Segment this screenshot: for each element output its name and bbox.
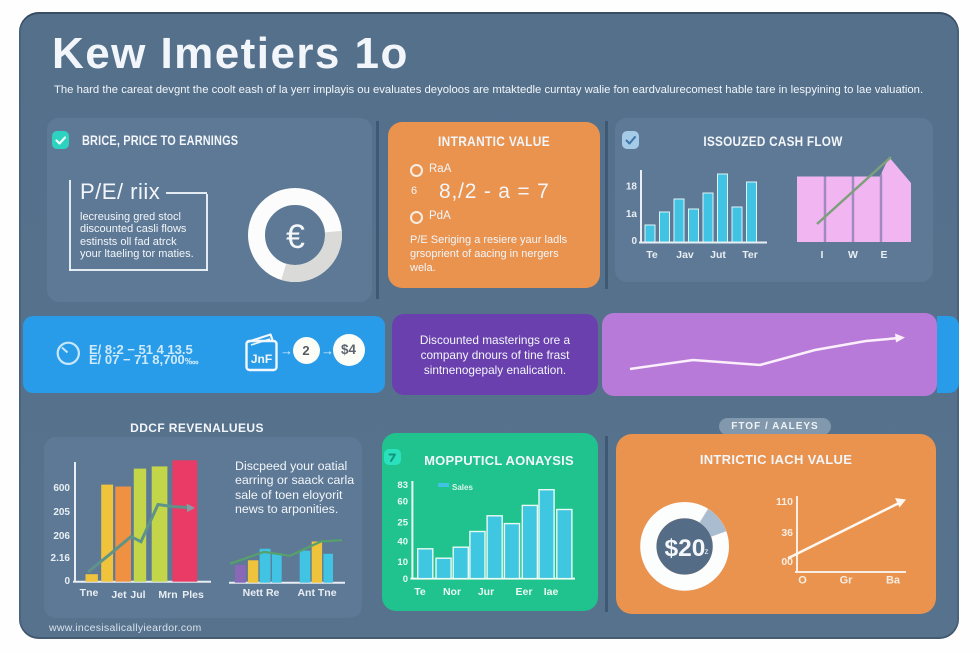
svg-text:205: 205 bbox=[53, 507, 70, 518]
svg-text:Jav: Jav bbox=[676, 249, 694, 261]
svg-text:36: 36 bbox=[781, 527, 793, 539]
svg-text:E: E bbox=[880, 249, 887, 261]
svg-text:Eer: Eer bbox=[516, 586, 533, 598]
svg-text:Ant Tne: Ant Tne bbox=[297, 587, 336, 599]
svg-text:JnF: JnF bbox=[251, 352, 272, 366]
svg-text:Nett Re: Nett Re bbox=[243, 587, 280, 599]
svg-text:1a: 1a bbox=[626, 209, 638, 220]
svg-text:110: 110 bbox=[776, 496, 793, 508]
svg-text:2.16: 2.16 bbox=[51, 553, 71, 564]
svg-text:0: 0 bbox=[631, 236, 637, 247]
svg-text:60: 60 bbox=[397, 497, 408, 508]
svg-text:Gr: Gr bbox=[840, 575, 854, 587]
svg-text:206: 206 bbox=[53, 531, 70, 542]
svg-text:Ba: Ba bbox=[886, 575, 901, 587]
svg-text:z: z bbox=[705, 547, 709, 556]
svg-text:0: 0 bbox=[64, 576, 70, 587]
svg-text:Jut: Jut bbox=[710, 249, 726, 261]
svg-text:Jul: Jul bbox=[130, 589, 145, 601]
svg-text:40: 40 bbox=[397, 537, 408, 548]
svg-text:00: 00 bbox=[781, 556, 793, 568]
svg-text:W: W bbox=[848, 249, 858, 261]
svg-text:10: 10 bbox=[397, 557, 408, 568]
svg-text:Te: Te bbox=[414, 586, 426, 598]
svg-text:Sales: Sales bbox=[452, 483, 473, 492]
svg-text:600: 600 bbox=[53, 483, 70, 494]
svg-text:Jur: Jur bbox=[478, 586, 494, 598]
svg-text:$20: $20 bbox=[665, 535, 706, 562]
svg-text:Iae: Iae bbox=[544, 586, 559, 598]
svg-text:O: O bbox=[798, 575, 807, 587]
svg-text:Tne: Tne bbox=[80, 587, 99, 599]
svg-text:Ter: Ter bbox=[742, 249, 758, 261]
svg-text:Nor: Nor bbox=[443, 586, 461, 598]
svg-text:€: € bbox=[286, 218, 305, 256]
svg-text:I: I bbox=[821, 249, 824, 261]
svg-text:Te: Te bbox=[646, 249, 658, 261]
svg-text:25: 25 bbox=[397, 518, 408, 529]
svg-text:83: 83 bbox=[397, 480, 408, 491]
svg-text:18: 18 bbox=[626, 182, 638, 193]
svg-text:Ples: Ples bbox=[182, 589, 204, 601]
svg-text:0: 0 bbox=[403, 574, 408, 585]
svg-text:Jet: Jet bbox=[111, 589, 127, 601]
svg-text:Mrn: Mrn bbox=[158, 589, 177, 601]
